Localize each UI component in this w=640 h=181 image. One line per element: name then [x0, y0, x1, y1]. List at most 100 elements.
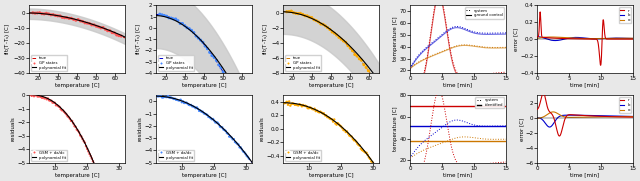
- Point: [37, 96, 47, 99]
- Point: [293, 104, 303, 107]
- Y-axis label: error [C]: error [C]: [519, 117, 524, 140]
- Point: [60, 16, 70, 19]
- X-axis label: temperature [C]: temperature [C]: [54, 83, 99, 88]
- Y-axis label: residuals: residuals: [11, 117, 16, 141]
- Point: [109, 31, 120, 34]
- Point: [111, 33, 122, 36]
- Point: [366, 160, 376, 163]
- Point: [297, 105, 307, 108]
- Point: [321, 114, 332, 117]
- Point: [205, 117, 216, 120]
- Point: [314, 111, 324, 114]
- Point: [214, 63, 224, 66]
- Point: [220, 75, 230, 78]
- Point: [189, 31, 199, 34]
- Point: [225, 135, 236, 138]
- Point: [217, 126, 227, 129]
- Point: [155, 95, 165, 98]
- Point: [348, 137, 358, 140]
- Point: [56, 108, 66, 110]
- Point: [218, 70, 228, 73]
- Point: [292, 104, 302, 107]
- Point: [280, 101, 291, 104]
- Point: [75, 134, 85, 137]
- Point: [33, 95, 43, 98]
- Point: [180, 24, 190, 27]
- Point: [64, 17, 74, 20]
- Point: [189, 106, 200, 109]
- Point: [225, 82, 235, 85]
- Point: [91, 25, 101, 28]
- Point: [284, 100, 294, 103]
- Point: [27, 94, 37, 97]
- Point: [182, 102, 193, 105]
- Point: [152, 95, 163, 98]
- Point: [216, 126, 226, 129]
- Point: [68, 122, 79, 125]
- Point: [159, 14, 170, 17]
- Point: [80, 21, 90, 24]
- Point: [230, 90, 240, 93]
- Point: [318, 23, 328, 26]
- Point: [353, 144, 364, 146]
- Y-axis label: fit(T-T$_s$) [C]: fit(T-T$_s$) [C]: [261, 23, 270, 55]
- Legend: r, b, o: r, b, o: [620, 97, 631, 113]
- Point: [161, 15, 172, 18]
- Y-axis label: error [C]: error [C]: [514, 28, 518, 51]
- Point: [49, 101, 59, 104]
- Point: [352, 142, 362, 145]
- Point: [84, 152, 95, 155]
- Point: [326, 118, 336, 121]
- Point: [332, 123, 342, 126]
- Point: [370, 79, 380, 81]
- X-axis label: temperature [C]: temperature [C]: [182, 83, 227, 88]
- Point: [369, 163, 380, 166]
- Point: [177, 22, 188, 25]
- Y-axis label: residuals: residuals: [138, 117, 143, 141]
- Point: [340, 131, 351, 133]
- Point: [287, 102, 298, 105]
- Point: [35, 11, 45, 14]
- Y-axis label: fit(T-T$_s$) [C]: fit(T-T$_s$) [C]: [3, 23, 12, 55]
- Point: [59, 110, 69, 113]
- Point: [317, 112, 328, 115]
- Point: [371, 166, 381, 169]
- Point: [82, 22, 92, 25]
- Point: [310, 107, 320, 110]
- Point: [194, 110, 204, 112]
- Point: [311, 19, 321, 22]
- Point: [291, 12, 301, 15]
- Point: [289, 11, 299, 14]
- Point: [296, 104, 306, 106]
- Legend: true, GP states, polynomial fit: true, GP states, polynomial fit: [285, 55, 321, 71]
- Y-axis label: fit(T-T$_s$) [C]: fit(T-T$_s$) [C]: [134, 23, 143, 55]
- Point: [333, 122, 343, 125]
- Point: [209, 56, 220, 59]
- Point: [316, 110, 326, 113]
- Point: [52, 14, 63, 17]
- Point: [90, 165, 100, 168]
- Point: [198, 112, 209, 115]
- X-axis label: temperature [C]: temperature [C]: [308, 83, 353, 88]
- Point: [70, 125, 81, 128]
- Point: [157, 13, 167, 16]
- Point: [185, 104, 195, 107]
- Point: [312, 109, 322, 112]
- Point: [332, 34, 342, 37]
- Point: [236, 146, 246, 149]
- Legend: true, GP states, polynomial fit: true, GP states, polynomial fit: [31, 55, 67, 71]
- Point: [86, 155, 96, 157]
- Point: [56, 109, 67, 112]
- Point: [155, 13, 165, 16]
- Point: [157, 96, 167, 99]
- Point: [355, 144, 365, 147]
- Point: [193, 37, 204, 39]
- Point: [337, 127, 348, 130]
- Point: [77, 138, 88, 140]
- Point: [45, 99, 55, 102]
- Point: [86, 157, 97, 160]
- Point: [324, 117, 335, 120]
- Point: [307, 16, 317, 19]
- X-axis label: temperature [C]: temperature [C]: [182, 172, 227, 178]
- Point: [285, 104, 296, 107]
